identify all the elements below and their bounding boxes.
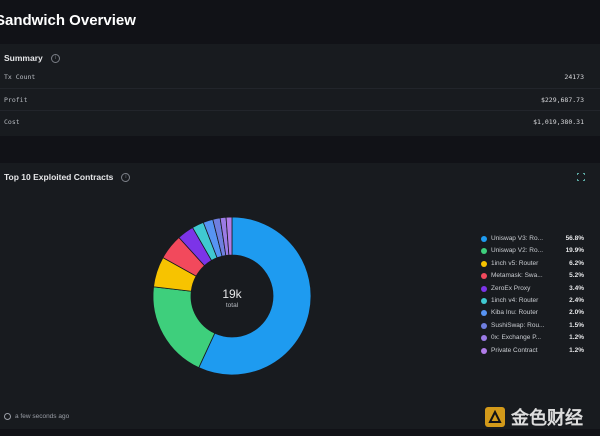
legend-item[interactable]: 1inch v5: Router 6.2%	[481, 260, 584, 272]
summary-value: 24173	[564, 73, 584, 81]
legend-color-dot	[481, 335, 487, 342]
center-value: 19k	[222, 287, 242, 301]
summary-panel: Summary i Tx Count 24173 Profit $229,687…	[0, 44, 600, 136]
legend-label: ZeroEx Proxy	[491, 284, 531, 292]
summary-row-tx-count: Tx Count 24173	[0, 66, 600, 88]
page-title: Sandwich Overview	[0, 12, 136, 29]
legend-color-dot	[481, 322, 487, 329]
watermark-text: 金色财经	[511, 408, 583, 428]
summary-row-profit: Profit $229,687.73	[0, 88, 600, 111]
donut-slices	[152, 216, 312, 376]
donut-chart: 19k total	[152, 216, 312, 376]
legend-value: 6.2%	[569, 259, 584, 267]
legend-color-dot	[481, 285, 487, 292]
legend-label: Metamask: Swa...	[491, 272, 543, 280]
legend-color-dot	[481, 248, 487, 255]
legend-item[interactable]: Uniswap V2: Ro... 19.9%	[481, 247, 584, 259]
legend-value: 1.2%	[569, 346, 584, 354]
chart-legend: Uniswap V3: Ro... 56.8% Uniswap V2: Ro... 1…	[481, 235, 584, 359]
legend-color-dot	[481, 297, 487, 304]
legend-value: 2.0%	[569, 309, 584, 317]
center-label: total	[226, 302, 239, 309]
watermark-logo-icon	[485, 407, 505, 427]
legend-color-dot	[481, 310, 487, 317]
legend-color-dot	[481, 260, 487, 267]
info-icon[interactable]: i	[50, 53, 60, 63]
summary-title: Summary	[4, 53, 43, 63]
legend-label: Uniswap V2: Ro...	[491, 247, 544, 255]
clock-icon	[4, 413, 11, 420]
legend-label: Kiba Inu: Router	[491, 309, 538, 317]
legend-value: 56.8%	[565, 235, 584, 242]
legend-item[interactable]: 1inch v4: Router 2.4%	[481, 297, 584, 309]
legend-value: 3.4%	[569, 284, 584, 292]
legend-value: 19.9%	[565, 247, 584, 255]
legend-value: 1.2%	[569, 334, 584, 342]
last-updated: a few seconds ago	[4, 413, 69, 420]
last-updated-text: a few seconds ago	[15, 413, 70, 420]
legend-color-dot	[481, 236, 487, 242]
summary-value: $229,687.73	[540, 96, 584, 104]
legend-item[interactable]: Metamask: Swa... 5.2%	[481, 272, 584, 284]
legend-item[interactable]: ZeroEx Proxy 3.4%	[481, 285, 584, 297]
legend-label: Private Contract	[491, 346, 538, 354]
legend-value: 2.4%	[569, 296, 584, 304]
contracts-header: Top 10 Exploited Contracts i	[4, 172, 131, 182]
legend-label: 1inch v4: Router	[491, 296, 539, 304]
summary-label: Tx Count	[4, 73, 36, 81]
legend-item[interactable]: Uniswap V3: Ro... 56.8%	[481, 235, 584, 247]
legend-item[interactable]: 0x: Exchange P... 1.2%	[481, 334, 584, 346]
summary-label: Profit	[4, 96, 28, 104]
summary-row-cost: Cost $1,019,380.31	[0, 110, 600, 133]
legend-color-dot	[481, 347, 487, 354]
legend-item[interactable]: Private Contract 1.2%	[481, 347, 584, 359]
summary-header: Summary i	[4, 53, 60, 63]
legend-label: Uniswap V3: Ro...	[491, 235, 544, 242]
legend-item[interactable]: SushiSwap: Rou... 1.5%	[481, 322, 584, 334]
legend-label: 0x: Exchange P...	[491, 334, 542, 342]
summary-value: $1,019,380.31	[533, 118, 584, 126]
legend-label: 1inch v5: Router	[491, 259, 539, 267]
legend-value: 1.5%	[569, 321, 584, 329]
legend-item[interactable]: Kiba Inu: Router 2.0%	[481, 309, 584, 321]
legend-color-dot	[481, 273, 487, 280]
legend-value: 5.2%	[569, 272, 584, 280]
legend-label: SushiSwap: Rou...	[491, 321, 545, 329]
contracts-title: Top 10 Exploited Contracts	[4, 172, 114, 182]
donut-slice[interactable]	[198, 216, 312, 376]
summary-label: Cost	[4, 118, 20, 126]
expand-icon[interactable]	[576, 172, 586, 182]
donut-slice[interactable]	[225, 216, 233, 256]
watermark: 金色财经	[485, 404, 583, 430]
info-icon[interactable]: i	[121, 172, 131, 182]
